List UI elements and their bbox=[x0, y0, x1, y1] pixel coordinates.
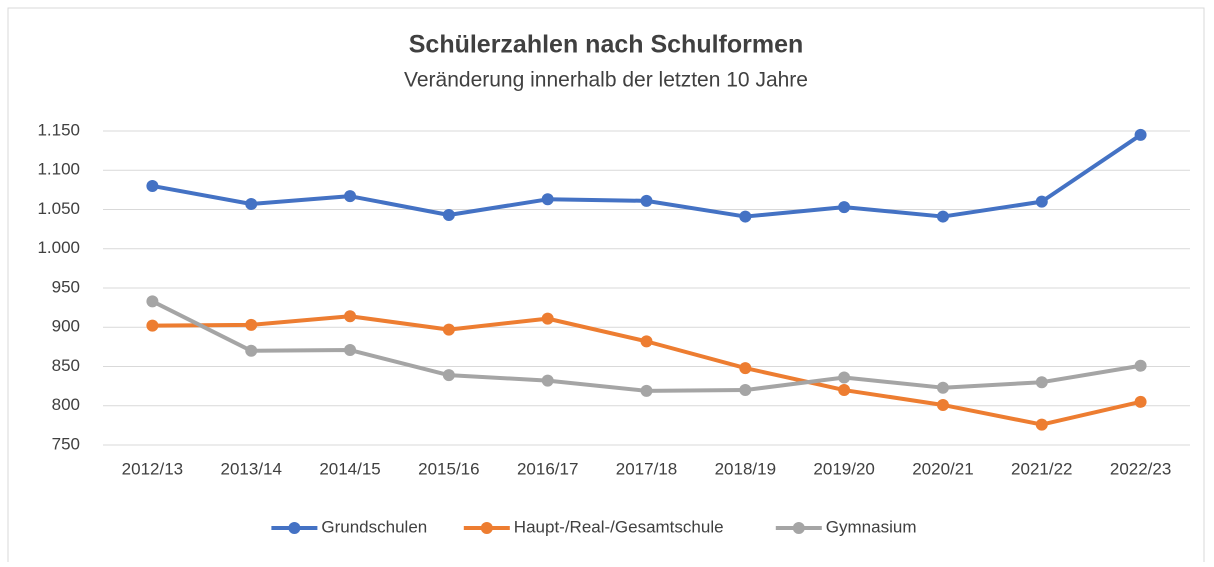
x-tick-label: 2018/19 bbox=[715, 459, 776, 478]
legend-marker bbox=[480, 522, 493, 534]
point bbox=[442, 208, 455, 221]
x-tick-label: 2021/22 bbox=[1011, 459, 1072, 478]
point bbox=[936, 381, 949, 394]
point bbox=[1134, 359, 1147, 372]
point bbox=[936, 210, 949, 223]
point bbox=[344, 344, 357, 357]
point bbox=[640, 384, 653, 397]
point bbox=[442, 323, 455, 336]
y-tick-label: 750 bbox=[52, 434, 80, 453]
point bbox=[344, 190, 357, 203]
point bbox=[1035, 418, 1048, 431]
x-tick-label: 2016/17 bbox=[517, 459, 578, 478]
point bbox=[245, 344, 258, 357]
point bbox=[344, 310, 357, 323]
chart-subtitle: Veränderung innerhalb der letzten 10 Jah… bbox=[404, 69, 808, 92]
point bbox=[838, 384, 851, 397]
point bbox=[541, 374, 554, 387]
x-tick-label: 2013/14 bbox=[221, 459, 282, 478]
point bbox=[146, 295, 159, 308]
point bbox=[739, 384, 752, 397]
y-tick-label: 1.000 bbox=[37, 238, 80, 257]
y-tick-label: 1.100 bbox=[37, 160, 80, 179]
point bbox=[146, 179, 159, 192]
legend-marker bbox=[288, 522, 301, 534]
y-tick-label: 950 bbox=[52, 277, 80, 296]
point bbox=[1035, 195, 1048, 208]
x-tick-label: 2012/13 bbox=[122, 459, 183, 478]
y-tick-label: 800 bbox=[52, 395, 80, 414]
point bbox=[1035, 376, 1048, 389]
y-tick-label: 1.050 bbox=[37, 199, 80, 218]
point bbox=[146, 319, 159, 332]
point bbox=[245, 198, 258, 211]
x-tick-label: 2019/20 bbox=[813, 459, 874, 478]
legend-label: Gymnasium bbox=[826, 517, 917, 536]
point bbox=[739, 210, 752, 223]
x-tick-label: 2017/18 bbox=[616, 459, 677, 478]
y-tick-label: 850 bbox=[52, 356, 80, 375]
point bbox=[838, 201, 851, 214]
point bbox=[541, 312, 554, 325]
point bbox=[541, 193, 554, 206]
point bbox=[1134, 395, 1147, 408]
point bbox=[640, 335, 653, 348]
point bbox=[442, 369, 455, 382]
x-tick-label: 2022/23 bbox=[1110, 459, 1171, 478]
legend-label: Grundschulen bbox=[321, 517, 427, 536]
x-tick-label: 2020/21 bbox=[912, 459, 973, 478]
point bbox=[245, 318, 258, 331]
legend-marker bbox=[792, 522, 805, 534]
y-tick-label: 900 bbox=[52, 317, 80, 336]
point bbox=[1134, 128, 1147, 141]
x-tick-label: 2015/16 bbox=[418, 459, 479, 478]
chart-title: Schülerzahlen nach Schulformen bbox=[409, 31, 804, 59]
legend-label: Haupt-/Real-/Gesamtschule bbox=[514, 517, 724, 536]
x-tick-label: 2014/15 bbox=[319, 459, 380, 478]
y-tick-label: 1.150 bbox=[37, 120, 80, 139]
point bbox=[936, 398, 949, 411]
point bbox=[838, 371, 851, 384]
point bbox=[739, 362, 752, 375]
point bbox=[640, 194, 653, 207]
